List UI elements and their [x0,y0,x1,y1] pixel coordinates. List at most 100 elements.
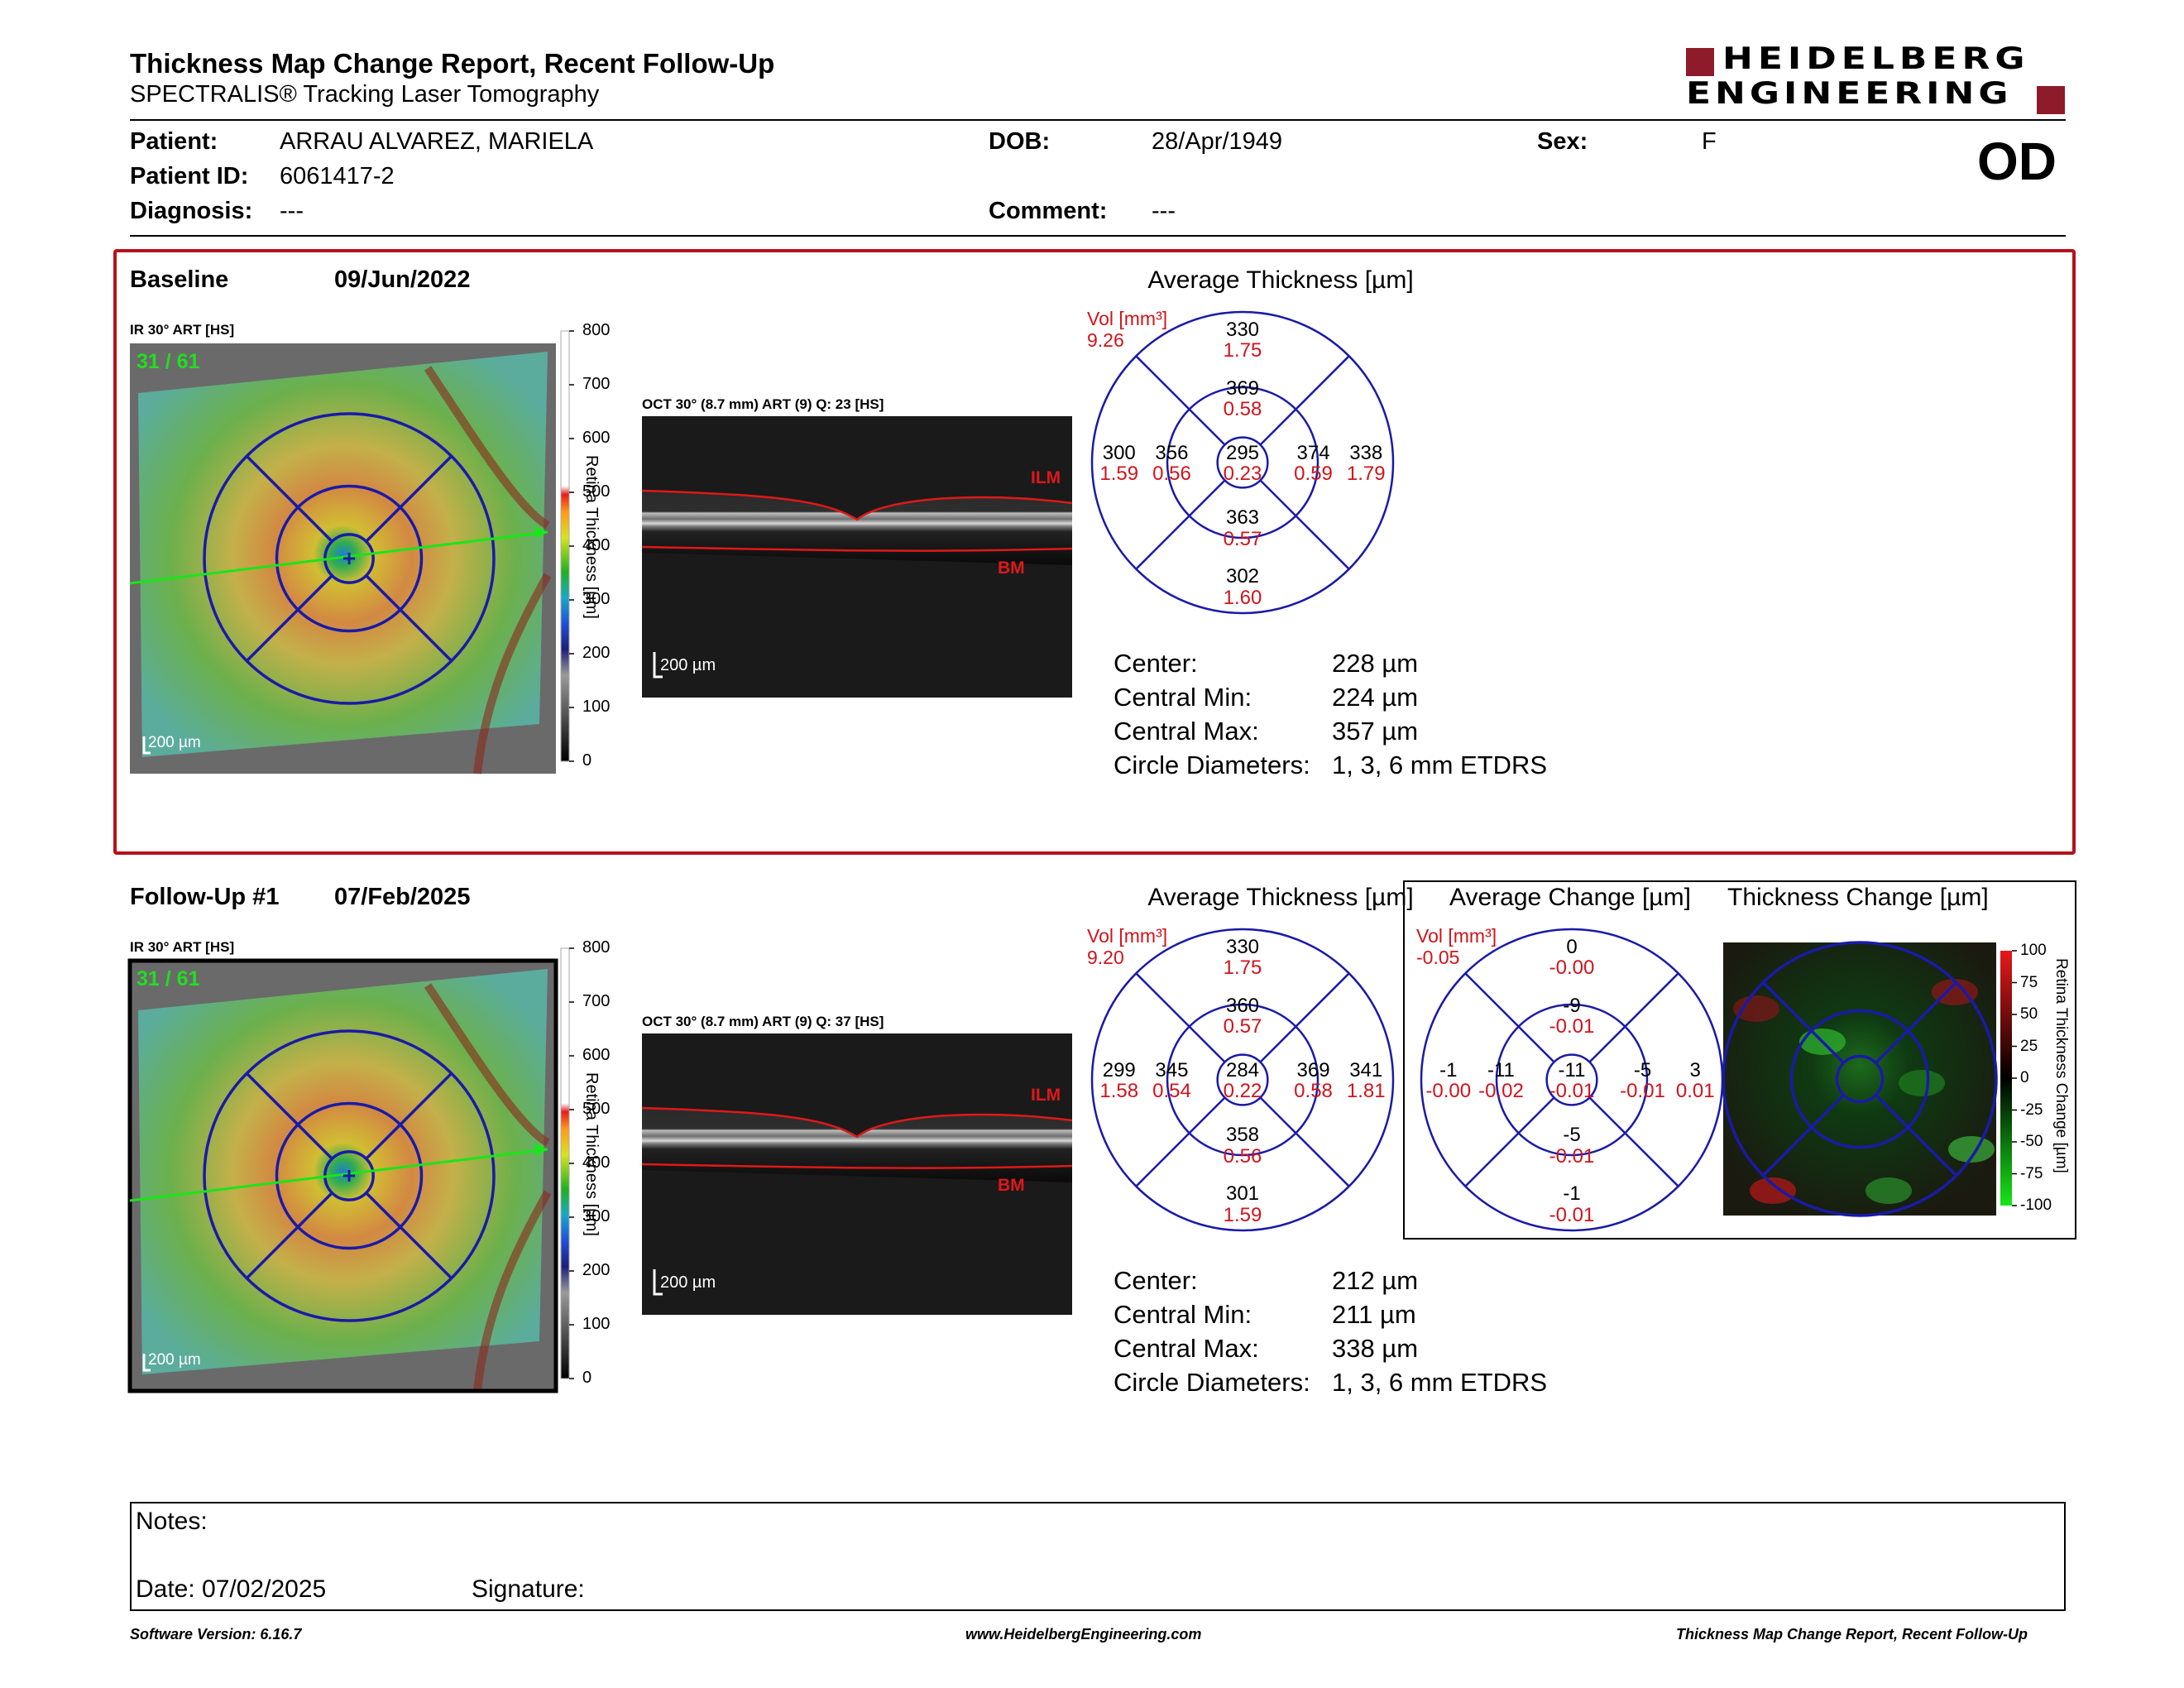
change-map-blob-1 [1932,979,1978,1005]
change-etdrs-inner-top-volume: -0.01 [1549,1015,1595,1038]
baseline-cbar-label-8: 0 [582,751,592,770]
followup-ilm-line [641,1106,1073,1139]
baseline-oct-scale-bar [653,652,663,679]
baseline-etdrs-ring-0 [1090,310,1395,615]
followup-cbar-label-1: 700 [582,992,611,1010]
change-etdrs-ring-1 [1495,1003,1649,1157]
change-cbar-label-7: -75 [2020,1164,2043,1182]
baseline-etdrs-inner-right-thickness: 374 [1296,441,1330,464]
change-etdrs-spoke-0 [1588,1096,1679,1187]
followup-etdrs-ring-1 [1166,1003,1320,1157]
change-map-blob-4 [1866,1177,1912,1204]
ir-label: IR 30° ART [HS] [130,322,235,338]
baseline-cbar-label-2: 600 [582,429,611,447]
baseline-etdrs-outer-bottom-thickness: 302 [1225,565,1260,588]
followup-etdrs-center-thickness: 284 [1225,1058,1260,1081]
baseline-ir-grid-spoke-3 [246,455,333,543]
change-vol-label: Vol [mm³] [1416,925,1497,947]
patient-id: 6061417-2 [280,163,395,189]
section-label: Follow-Up #1 [130,884,280,910]
change-etdrs-inner-bottom-volume: -0.01 [1549,1144,1595,1168]
change-etdrs-outer-top-thickness: 0 [1566,935,1578,958]
change-cbar-label-3: 25 [2020,1037,2038,1055]
followup-etdrs-outer-top-volume: 1.75 [1223,957,1262,980]
followup-cbar-label-4: 400 [582,1153,611,1172]
followup-etdrs-outer-left-volume: 1.58 [1099,1080,1139,1103]
followup-ir-frame [127,958,558,1393]
change-etdrs-outer-top-volume: -0.00 [1549,957,1595,980]
followup-colorbar [560,947,570,1379]
change-vol-value: -0.05 [1416,947,1460,968]
followup-etdrs-ring-2 [1216,1053,1269,1106]
followup-oct-retina [642,1108,1072,1182]
baseline-etdrs-inner-top-volume: 0.58 [1223,398,1262,421]
followup-fovea-marker [343,1170,355,1182]
baseline-vol-label: Vol [mm³] [1087,308,1168,329]
baseline-etdrs-ring-1 [1166,386,1320,539]
change-map-blob-0 [1750,1177,1796,1204]
change-etdrs-center-thickness: -11 [1558,1058,1586,1081]
baseline-metric-label-3: Circle Diameters: [1114,750,1310,779]
followup-cbar-label-0: 800 [582,938,611,957]
thickness-change-title: Thickness Change [µm] [1727,884,1989,911]
followup-etdrs-spoke-2 [1135,1096,1226,1187]
baseline-metric-label-1: Central Min: [1114,683,1252,712]
followup-scan-arrow [534,1143,548,1156]
followup-cbar-label-8: 0 [582,1369,592,1387]
followup-etdrs-inner-bottom-thickness: 358 [1225,1124,1260,1147]
followup-etdrs-inner-top-volume: 0.57 [1223,1015,1262,1038]
followup-metric-label-0: Center: [1114,1266,1198,1295]
change-etdrs-spoke-2 [1464,1096,1555,1187]
baseline-metric-value-2: 357 µm [1332,717,1419,746]
dob-label: DOB: [989,128,1051,155]
baseline-vol-value: 9.26 [1087,329,1124,351]
followup-colorbar-title: Retina Thickness [µm] [582,1072,601,1236]
footer-report-title: Thickness Map Change Report, Recent Foll… [1676,1626,2028,1642]
followup-etdrs-inner-left-thickness: 345 [1155,1058,1189,1081]
baseline-cbar-label-3: 500 [582,482,611,501]
change-etdrs-inner-right-thickness: -5 [1633,1058,1652,1081]
baseline-avg-title: Average Thickness [µm] [1147,266,1414,294]
followup-etdrs-inner-right-volume: 0.58 [1294,1080,1333,1103]
followup-cbar-label-7: 100 [582,1315,611,1333]
followup-oct-label: OCT 30° (8.7 mm) ART (9) Q: 37 [HS] [642,1014,884,1029]
baseline-etdrs-inner-bottom-thickness: 363 [1225,506,1260,530]
followup-metric-label-2: Central Max: [1114,1334,1259,1363]
baseline-cbar-label-4: 400 [582,536,611,554]
change-etdrs-outer-left-volume: -0.00 [1425,1080,1472,1103]
change-panel [1403,880,2076,1240]
followup-oct-scale-bar [653,1269,663,1296]
change-map-grid-spoke-0 [1875,1094,1957,1177]
baseline-cbar-label-5: 300 [582,590,611,608]
baseline-etdrs-spoke-0 [1259,479,1350,570]
baseline-metric-value-1: 224 µm [1332,683,1419,712]
baseline-vessel-2 [473,573,552,774]
followup-metric-value-1: 211 µm [1332,1300,1416,1329]
change-etdrs-outer-bottom-volume: -0.01 [1549,1203,1595,1226]
change-etdrs-spoke-3 [1464,972,1555,1063]
followup-oct-scale: 200 µm [660,1273,716,1292]
baseline-ir-grid-ring-1 [275,484,424,633]
change-etdrs-inner-left-volume: -0.02 [1478,1080,1524,1103]
baseline-bm-label: BM [998,559,1025,578]
average-change-title: Average Change [µm] [1449,884,1691,911]
change-cbar-label-1: 75 [2020,973,2038,991]
patient-id-label: Patient ID: [130,163,249,189]
change-etdrs-center-volume: -0.01 [1549,1080,1595,1103]
logo-line2: ENGINEERING [1686,76,2013,111]
patient-label: Patient: [130,128,218,155]
change-cbar-label-5: -25 [2020,1101,2043,1119]
website-link[interactable]: www.HeidelbergEngineering.com [965,1626,1202,1642]
sex-label: Sex: [1537,128,1588,155]
followup-etdrs-inner-top-thickness: 360 [1225,994,1260,1017]
baseline-etdrs-spoke-3 [1135,355,1226,446]
section-date: 09/Jun/2022 [334,266,471,293]
followup-metric-value-2: 338 µm [1332,1334,1419,1363]
followup-ir-grid-spoke-1 [365,1072,453,1160]
change-etdrs-inner-left-thickness: -11 [1487,1058,1515,1081]
change-etdrs-inner-right-volume: -0.01 [1620,1080,1665,1103]
diagnosis-value: --- [280,198,304,224]
report-subtitle: SPECTRALIS® Tracking Laser Tomography [130,81,600,108]
baseline-etdrs-inner-top-thickness: 369 [1225,376,1260,400]
